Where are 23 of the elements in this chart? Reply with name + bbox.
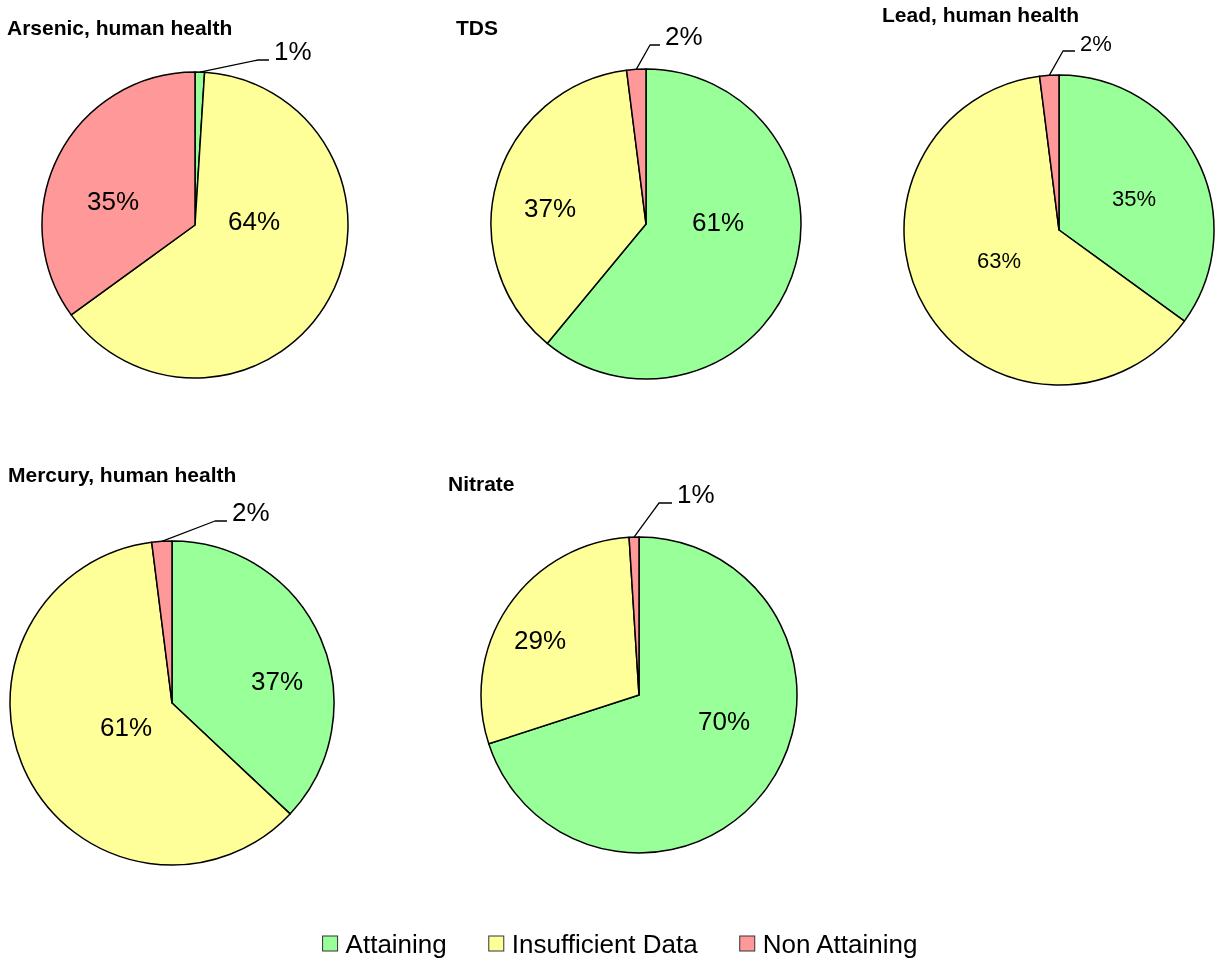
chart-title: Lead, human health: [882, 3, 1080, 26]
data-label: 61%: [691, 207, 745, 237]
data-label: 64%: [227, 206, 281, 236]
chart-title: Arsenic, human health: [7, 16, 233, 39]
data-label: 61%: [99, 712, 153, 742]
data-label: 37%: [523, 193, 577, 223]
chart-title: Mercury, human health: [8, 463, 237, 486]
legend-label: Attaining: [345, 929, 447, 959]
legend-label: Non Attaining: [762, 929, 918, 959]
chart-title: TDS: [456, 16, 498, 39]
data-label: 35%: [1111, 185, 1157, 211]
data-label: 35%: [86, 186, 140, 216]
chart-title: Nitrate: [448, 472, 515, 495]
data-label: 2%: [665, 21, 703, 51]
data-label: 63%: [976, 247, 1022, 273]
data-label: 1%: [274, 36, 312, 66]
data-label: 2%: [1080, 31, 1112, 56]
data-label: 2%: [232, 497, 270, 527]
data-label: 70%: [697, 706, 751, 736]
legend-label: Insufficient Data: [511, 929, 699, 959]
data-label: 29%: [513, 625, 567, 655]
data-label: 1%: [677, 479, 715, 509]
data-label: 37%: [250, 666, 304, 696]
